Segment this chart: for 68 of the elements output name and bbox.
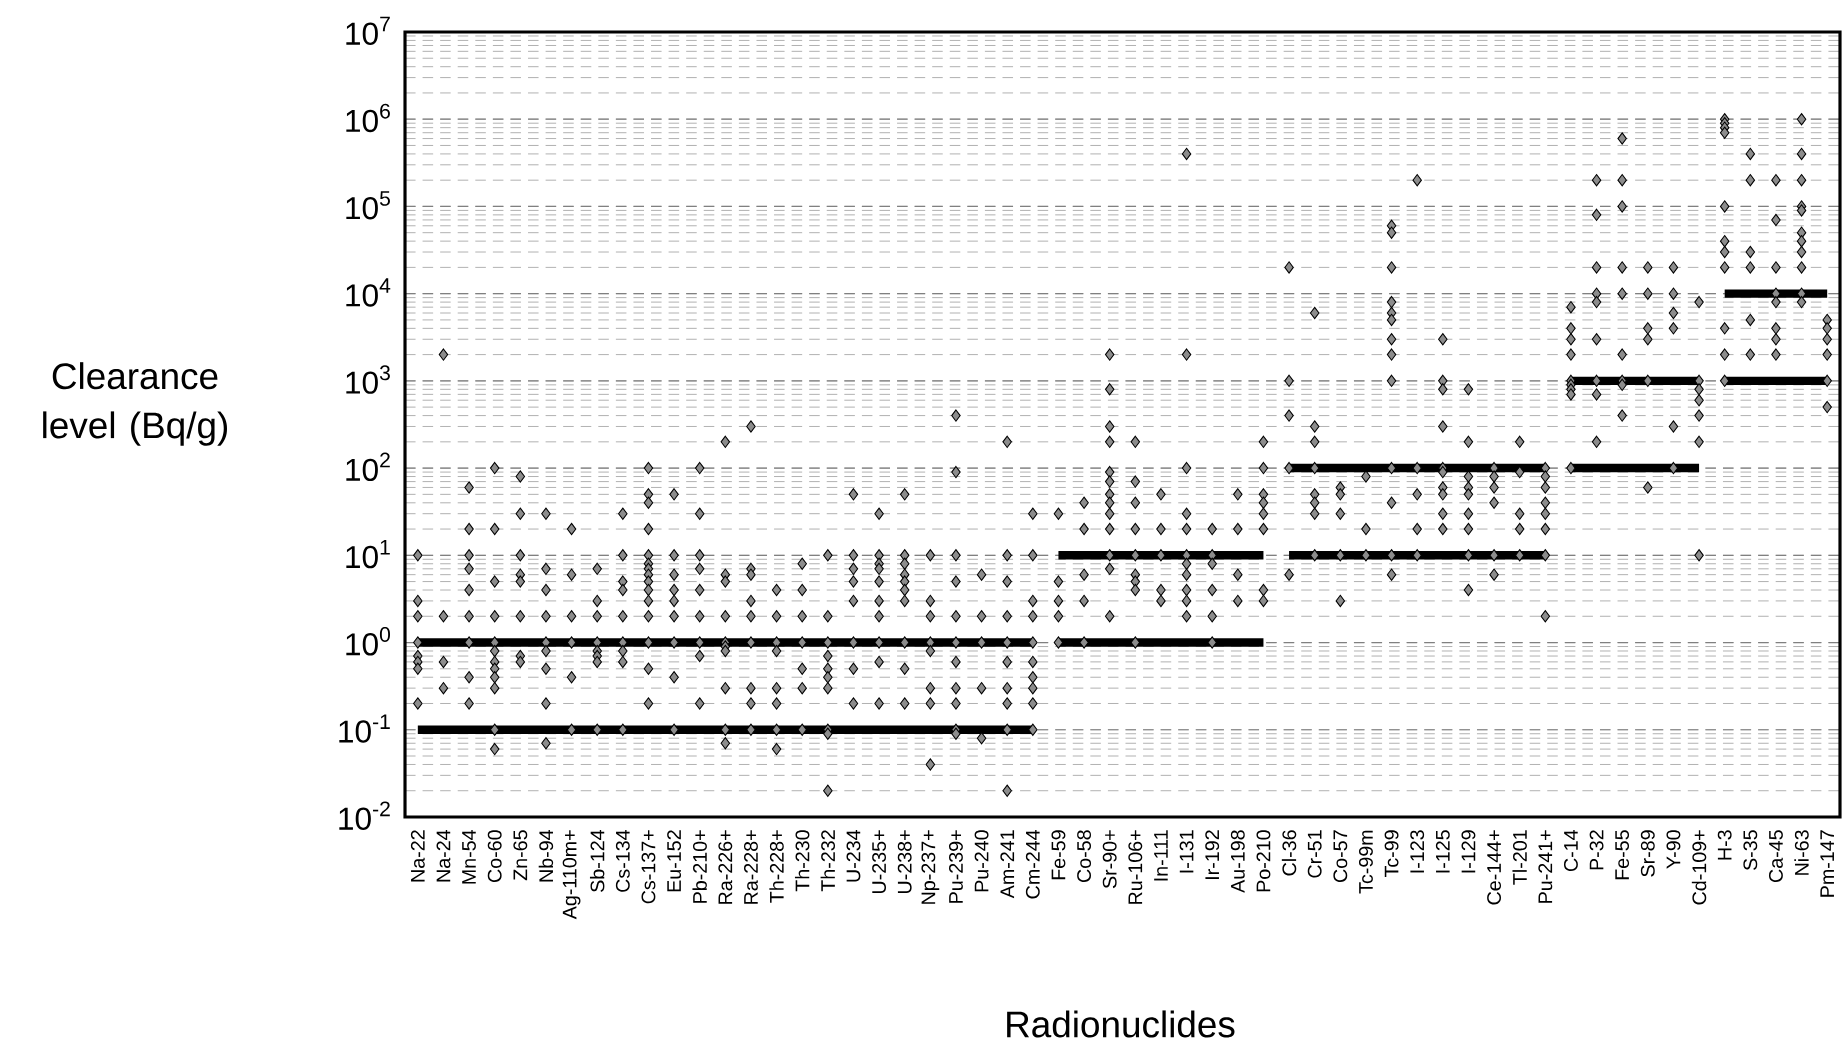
x-tick-label: Cd-109+: [1691, 830, 1707, 905]
x-tick-label: I-129: [1461, 830, 1476, 873]
y-tick-label: 10$^{7}$: [346, 16, 390, 45]
x-tick-label: I-123: [1410, 830, 1425, 873]
x-tick-label: Th-230: [794, 830, 810, 892]
x-tick-label: Ni-63: [1794, 830, 1809, 875]
y-axis-title: Clearance level (Bq/g): [43, 362, 227, 446]
x-tick-label: S-35: [1743, 830, 1758, 871]
x-tick-label: Ir-192: [1205, 830, 1220, 879]
x-tick-label: Co-57: [1333, 830, 1348, 883]
x-tick-label: Ra-226+: [718, 830, 733, 904]
y-tick-label: 10$^{5}$: [346, 191, 390, 220]
y-tick-label: 10$^{2}$: [346, 452, 390, 482]
x-tick-label: Co-60: [487, 830, 502, 883]
x-tick-label: Ra-228+: [744, 830, 758, 904]
x-tick-label: Ca-45: [1768, 830, 1783, 883]
x-tick-label: Pu-241+: [1538, 830, 1553, 903]
x-tick-label: P-32: [1589, 830, 1604, 870]
x-tick-label: Nb-94: [538, 830, 554, 882]
x-tick-label: Co-58: [1077, 830, 1092, 883]
x-tick-label: Au-198: [1230, 830, 1245, 893]
y-tick-label: 10$^{6}$: [346, 103, 390, 133]
x-tick-label: Pm-147: [1820, 830, 1834, 897]
x-tick-label: In-111: [1154, 830, 1168, 881]
x-tick-label: Ce-144+: [1487, 830, 1502, 905]
x-tick-label: U-235+: [872, 830, 887, 893]
x-tick-label: Cs-137+: [641, 830, 656, 904]
x-tick-label: Np-237+: [921, 830, 940, 904]
x-axis-title: Radionuclides: [1007, 1010, 1235, 1038]
x-tick-label: I-125: [1435, 830, 1450, 873]
x-tick-label: Pu-239+: [949, 830, 963, 903]
x-tick-label: Tl-201: [1512, 830, 1527, 885]
x-tick-label: U-238+: [897, 830, 912, 893]
y-tick-label: 10$^{1}$: [346, 540, 390, 569]
x-tick-label: Cs-134: [615, 830, 630, 892]
y-tick-label: 10$^{-2}$: [339, 801, 390, 830]
x-tick-label: Y-90: [1666, 830, 1681, 869]
x-tick-label: Ag-110m+: [562, 830, 581, 920]
x-tick-label: Tc-99: [1384, 830, 1399, 878]
x-tick-label: Sr-89: [1640, 830, 1655, 877]
x-tick-label: Cl-36: [1281, 830, 1297, 876]
x-tick-label: Pu-240: [974, 830, 989, 892]
x-tick-label: Na-22: [410, 830, 425, 882]
x-tick-label: Th-232: [820, 830, 836, 892]
y-tick-label: 10$^{-1}$: [339, 714, 390, 743]
x-tick-label: H-3: [1717, 830, 1732, 860]
y-tick-label: 10$^{4}$: [346, 278, 391, 307]
x-tick-label: U-234: [846, 830, 861, 882]
x-tick-label: Mn-54: [462, 829, 476, 884]
y-tick-label: 10$^{0}$: [346, 627, 391, 656]
x-tick-label: Eu-152: [667, 830, 682, 892]
x-tick-label: C-14: [1563, 830, 1578, 872]
x-tick-label: Am-241: [1000, 830, 1015, 899]
y-tick-label: 10$^{3}$: [346, 365, 390, 394]
x-tick-label: Pb-210+: [692, 830, 707, 903]
x-tick-label: Zn-65: [513, 830, 528, 881]
x-tick-label: Sr-90+: [1102, 830, 1117, 889]
x-tick-label: Fe-59: [1051, 830, 1066, 880]
x-tick-label: Cr-51: [1307, 830, 1322, 878]
x-tick-label: Na-24: [436, 830, 451, 882]
x-tick-label: Ru-106+: [1128, 830, 1143, 904]
x-tick-label: Th-228+: [769, 830, 784, 903]
x-tick-label: Cm-244: [1025, 830, 1040, 899]
x-tick-label: I-131: [1179, 830, 1194, 873]
x-tick-label: Po-210: [1256, 830, 1271, 892]
x-tick-label: Sb-124: [589, 830, 605, 892]
x-tick-label: Tc-99m: [1358, 830, 1373, 894]
x-tick-label: Fe-55: [1615, 830, 1630, 880]
